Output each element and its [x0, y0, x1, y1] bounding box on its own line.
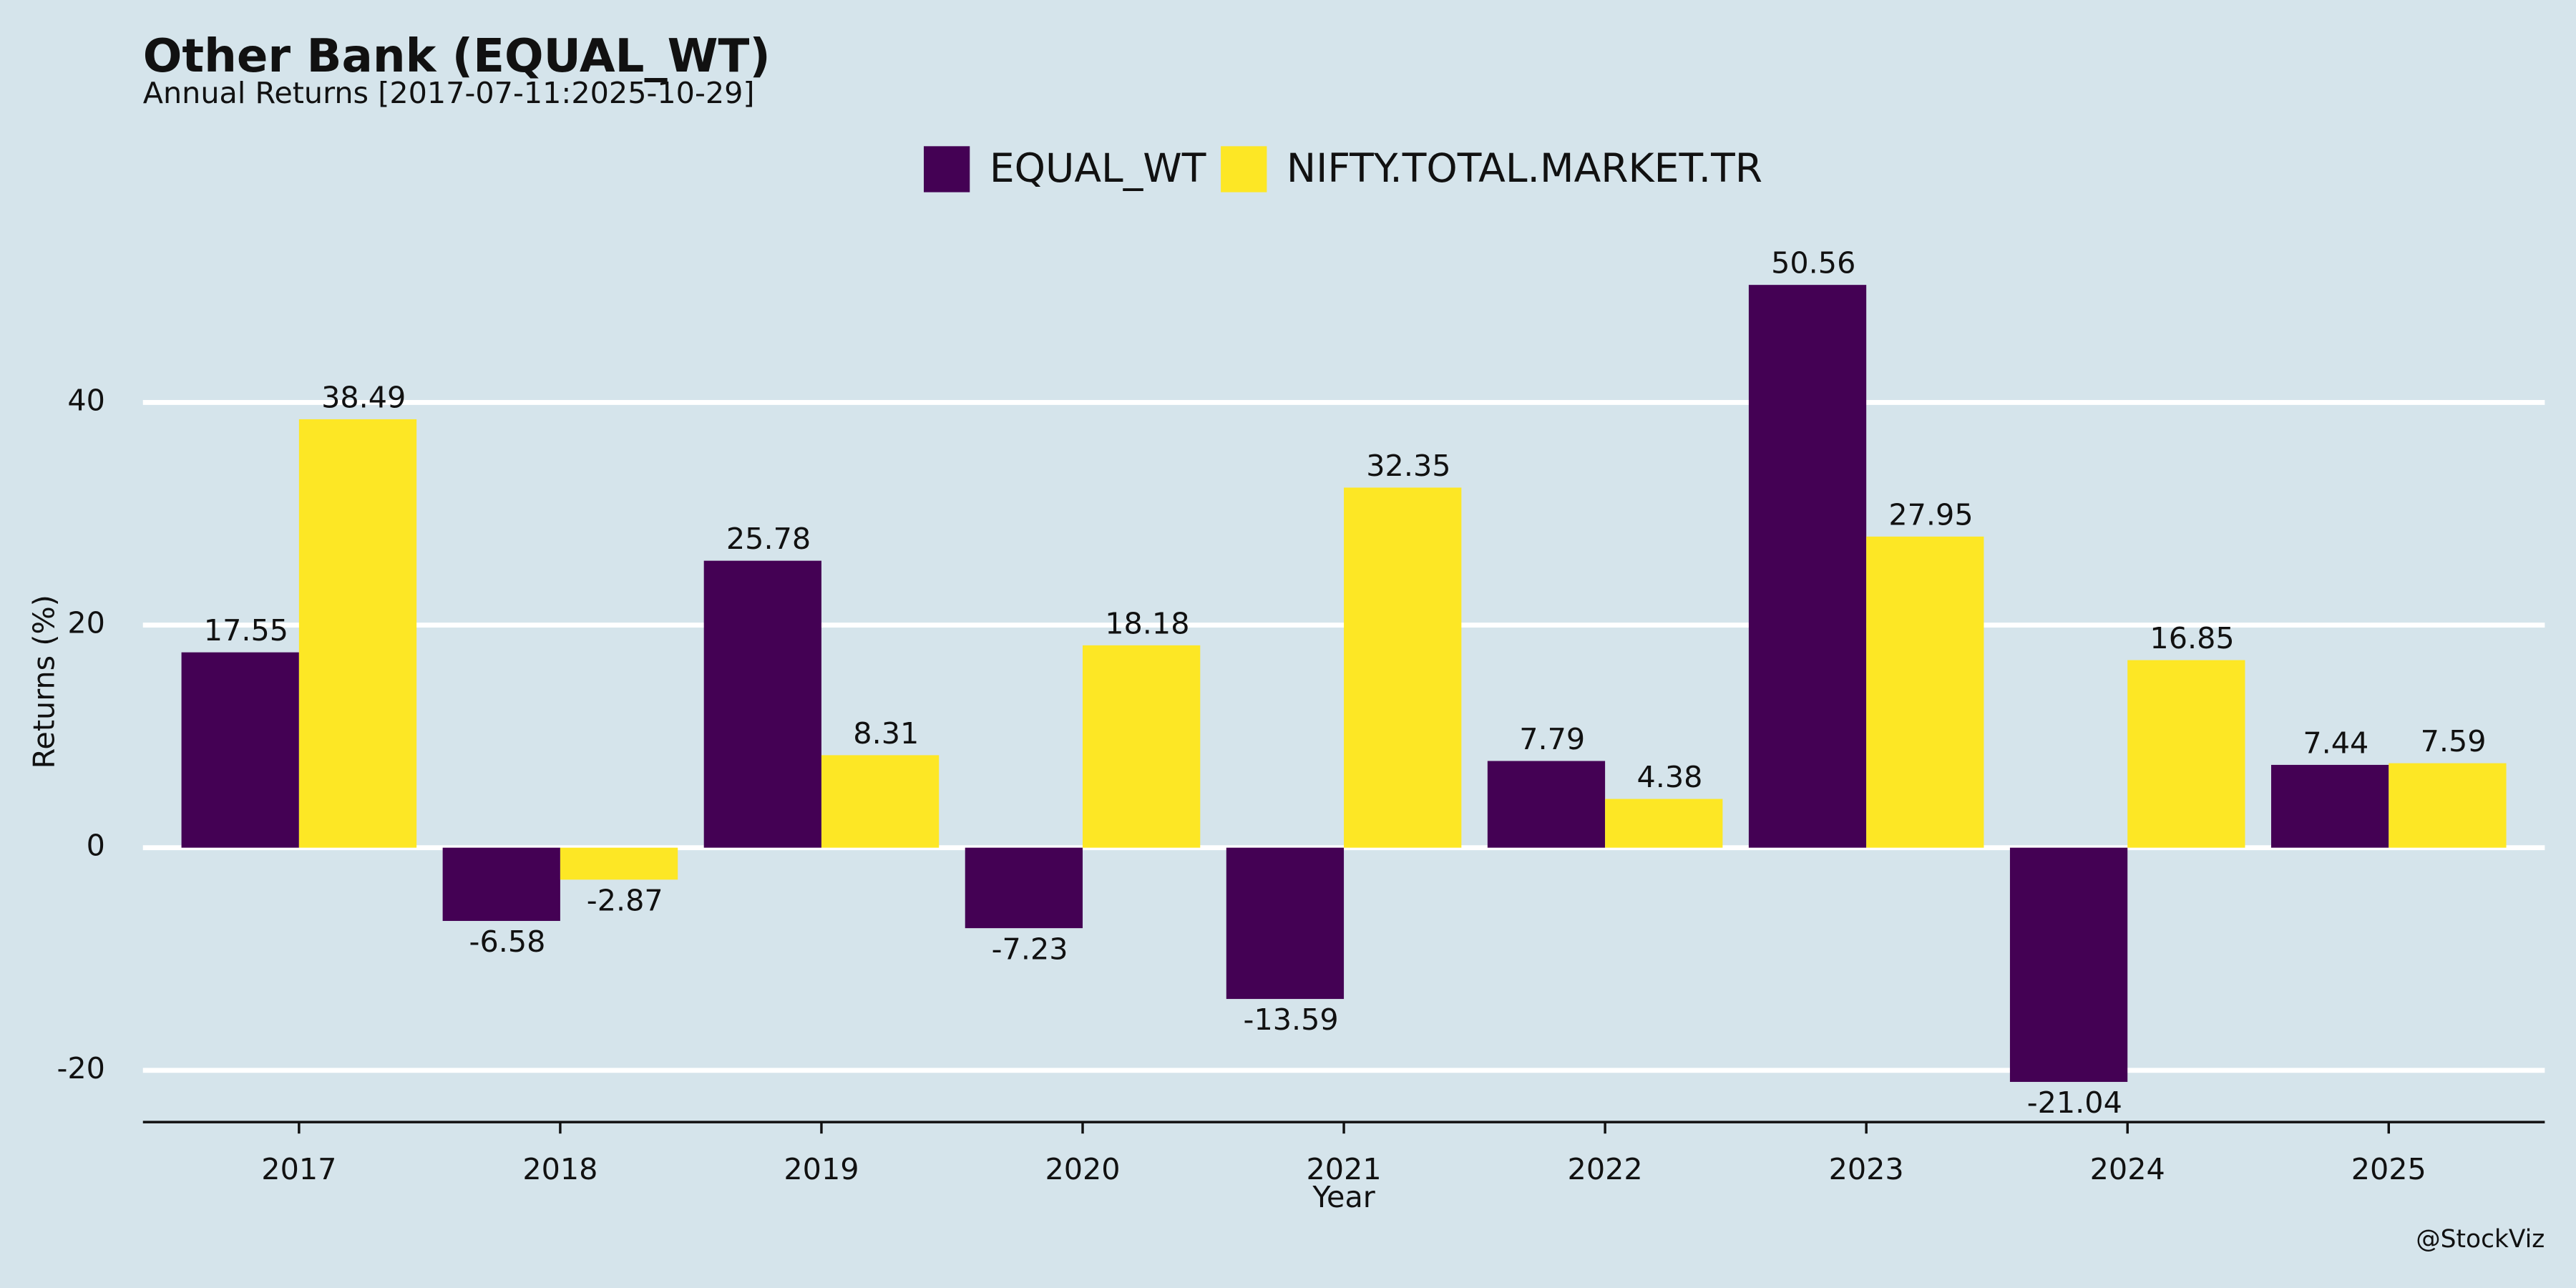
x-tick-label: 2021 — [1306, 1152, 1381, 1186]
value-label: 50.56 — [1771, 246, 1855, 280]
value-label: 7.79 — [1519, 722, 1585, 756]
x-tick-label: 2025 — [2351, 1152, 2426, 1186]
x-tick-label: 2024 — [2090, 1152, 2165, 1186]
bar — [2127, 660, 2245, 848]
bar — [1083, 645, 1201, 848]
bar — [703, 560, 821, 848]
x-tick-label: 2023 — [1829, 1152, 1904, 1186]
value-label: 32.35 — [1366, 449, 1450, 483]
legend-label: EQUAL_WT — [990, 145, 1206, 191]
caption: @StockViz — [2416, 1225, 2545, 1254]
x-tick-label: 2018 — [522, 1152, 597, 1186]
bar — [1226, 847, 1345, 1000]
legend-swatch — [1221, 146, 1267, 192]
value-label: 16.85 — [2150, 621, 2234, 655]
value-label: -2.87 — [587, 883, 663, 917]
value-label: 7.44 — [2303, 726, 2368, 760]
value-label: 17.55 — [204, 613, 288, 648]
value-label: 7.59 — [2421, 724, 2487, 758]
bar — [2270, 764, 2389, 848]
value-label: 27.95 — [1888, 497, 1973, 532]
y-tick-label: 40 — [67, 383, 105, 417]
bar — [1605, 799, 1723, 848]
value-label: -13.59 — [1244, 1002, 1339, 1037]
legend-swatch — [923, 146, 970, 192]
bar — [821, 755, 940, 848]
bar — [298, 419, 417, 848]
x-tick-label: 2020 — [1045, 1152, 1120, 1186]
value-label: 18.18 — [1105, 606, 1189, 640]
x-axis-label: Year — [1312, 1180, 1375, 1214]
legend-label: NIFTY.TOTAL.MARKET.TR — [1287, 145, 1762, 191]
bar — [1866, 536, 1984, 848]
y-axis-label: Returns (%) — [26, 595, 61, 769]
x-tick-label: 2017 — [261, 1152, 336, 1186]
value-label: 8.31 — [853, 716, 919, 751]
chart-subtitle: Annual Returns [2017-07-11:2025-10-29] — [143, 76, 755, 110]
bar — [442, 847, 560, 922]
value-label: -6.58 — [469, 924, 546, 959]
value-label: 38.49 — [321, 380, 406, 414]
bar — [1344, 487, 1462, 848]
bar — [965, 847, 1083, 929]
bar — [1487, 761, 1606, 848]
bar — [2009, 847, 2128, 1082]
bar — [2389, 763, 2507, 848]
bar — [1748, 285, 1867, 848]
chart-title: Other Bank (EQUAL_WT) — [143, 29, 771, 83]
x-tick-label: 2019 — [784, 1152, 859, 1186]
value-label: -7.23 — [992, 932, 1068, 966]
y-tick-label: -20 — [57, 1051, 104, 1085]
value-label: -21.04 — [2027, 1085, 2122, 1120]
y-tick-label: 0 — [87, 829, 105, 863]
bar — [560, 847, 678, 880]
x-tick-label: 2022 — [1568, 1152, 1643, 1186]
bar — [181, 652, 299, 848]
value-label: 4.38 — [1636, 760, 1702, 794]
y-tick-label: 20 — [67, 606, 105, 640]
value-label: 25.78 — [726, 522, 811, 556]
